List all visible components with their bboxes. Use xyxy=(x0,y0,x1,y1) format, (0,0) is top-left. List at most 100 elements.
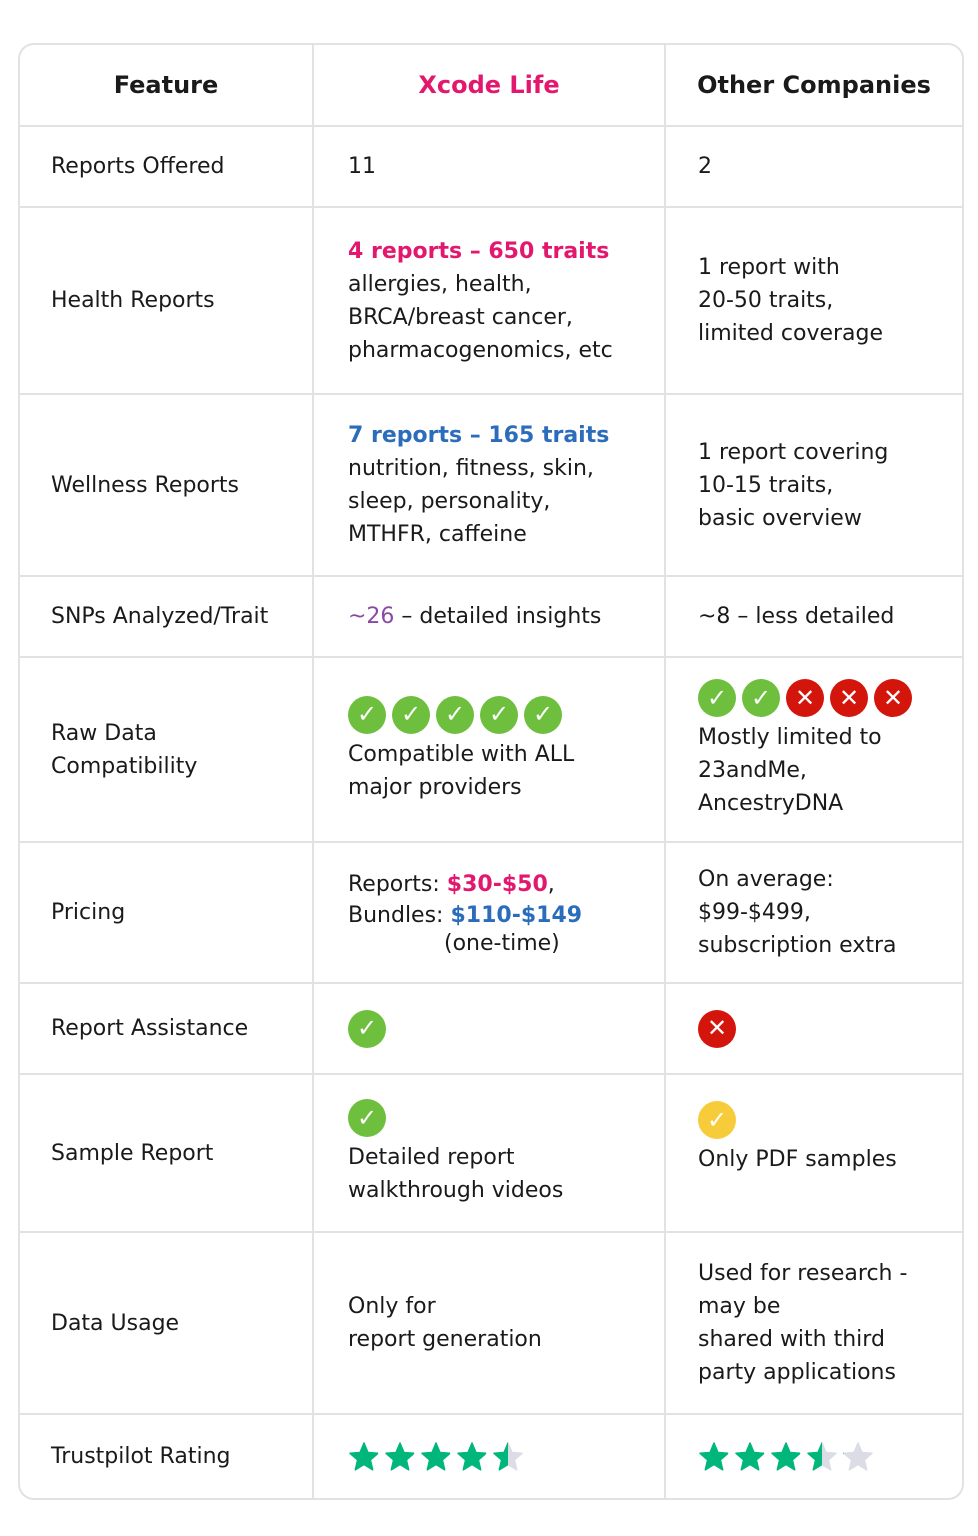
line: 1 report with xyxy=(698,255,840,280)
other-value: ✕ xyxy=(664,984,962,1073)
xcode-value: 11 xyxy=(312,127,664,206)
xcode-value: ~26 – detailed insights xyxy=(312,577,664,656)
partial-check-icon: ✓ xyxy=(698,1101,736,1139)
compat-icons: ✓ ✓ ✓ ✓ ✓ xyxy=(348,695,664,734)
star-icon xyxy=(699,1441,729,1471)
feature-label: Pricing xyxy=(51,900,126,925)
other-value: Used for research - may be shared with t… xyxy=(664,1233,962,1413)
star-icon xyxy=(807,1441,837,1471)
star-icon xyxy=(421,1441,451,1471)
xcode-value: 4 reports – 650 traits allergies, health… xyxy=(312,208,664,393)
header-row: Feature Xcode Life Other Companies xyxy=(20,45,962,125)
feature-label: Raw Data Compatibility xyxy=(20,658,312,841)
line: limited coverage xyxy=(698,321,884,346)
highlight: ~26 xyxy=(348,604,395,629)
line: nutrition, fitness, skin, xyxy=(348,456,594,481)
check-icon: ✓ xyxy=(436,695,474,734)
compat-icons: ✓ ✓ ✕ ✕ ✕ xyxy=(698,679,962,717)
check-icon: ✓ xyxy=(348,695,386,734)
feature-label: Reports Offered xyxy=(51,154,225,179)
xcode-value: ✓ xyxy=(312,984,664,1073)
other-value: 1 report with 20-50 traits, limited cove… xyxy=(664,208,962,393)
other-value: ~8 – less detailed xyxy=(664,577,962,656)
star-rating xyxy=(698,1441,962,1473)
star-icon xyxy=(771,1441,801,1471)
feature-label: Report Assistance xyxy=(51,1016,249,1041)
line: 1 report covering xyxy=(698,439,889,465)
label: Reports: xyxy=(348,872,447,897)
line: Compatible with ALL xyxy=(348,741,575,767)
table-row: Report Assistance ✓ ✕ xyxy=(20,982,962,1073)
star-icon xyxy=(349,1441,379,1471)
xcode-rating xyxy=(312,1415,664,1498)
table-row: Reports Offered 11 2 xyxy=(20,125,962,206)
star-icon xyxy=(493,1441,523,1471)
line: Only PDF samples xyxy=(698,1147,897,1172)
table-row: Health Reports 4 reports – 650 traits al… xyxy=(20,206,962,393)
check-icon: ✓ xyxy=(698,679,736,717)
table-row: Pricing Reports: $30-$50, Bundles: $110-… xyxy=(20,841,962,982)
table-row: Data Usage Only for report generation Us… xyxy=(20,1231,962,1413)
other-value: ✓ ✓ ✕ ✕ ✕ Mostly limited to 23andMe, Ancestr… xyxy=(664,658,962,841)
check-icon: ✓ xyxy=(348,1009,386,1048)
line: Raw Data xyxy=(51,720,157,746)
comma: , xyxy=(547,872,555,897)
line: party applications xyxy=(698,1360,896,1385)
price: $30-$50 xyxy=(446,872,548,897)
other-value: 1 report covering 10-15 traits, basic ov… xyxy=(664,395,962,575)
other-value: 2 xyxy=(664,127,962,206)
feature-label: Sample Report xyxy=(51,1140,214,1166)
line: sleep, personality, xyxy=(348,489,551,514)
header-xcode: Xcode Life xyxy=(312,45,664,125)
highlight: 7 reports – 165 traits xyxy=(348,423,610,448)
xcode-value: ✓ ✓ ✓ ✓ ✓ Compatible with ALL major provider… xyxy=(312,658,664,841)
feature-label: SNPs Analyzed/Trait xyxy=(51,604,269,629)
check-icon: ✓ xyxy=(524,695,562,734)
line: On average: xyxy=(698,867,834,892)
table-row: Sample Report ✓ Detailed report walkthro… xyxy=(20,1073,962,1231)
xcode-value: 7 reports – 165 traits nutrition, fitnes… xyxy=(312,395,664,575)
line: 20-50 traits, xyxy=(698,288,834,313)
feature-label: Trustpilot Rating xyxy=(51,1444,231,1469)
highlight: 4 reports – 650 traits xyxy=(348,238,610,264)
label: Bundles: xyxy=(348,903,451,928)
text: – detailed insights xyxy=(394,604,602,629)
check-icon: ✓ xyxy=(392,695,430,734)
star-rating xyxy=(348,1441,664,1473)
line: allergies, health, xyxy=(348,271,532,297)
line: Mostly limited to xyxy=(698,725,882,750)
header-feature: Feature xyxy=(113,70,219,99)
line: report generation xyxy=(348,1327,542,1352)
line: Only for xyxy=(348,1294,436,1319)
table-row: SNPs Analyzed/Trait ~26 – detailed insig… xyxy=(20,575,962,656)
star-icon xyxy=(385,1441,415,1471)
cross-icon: ✕ xyxy=(874,679,912,717)
line: pharmacogenomics, etc xyxy=(348,337,613,363)
xcode-value: Reports: $30-$50, Bundles: $110-$149 (on… xyxy=(312,843,664,982)
line: walkthrough videos xyxy=(348,1178,564,1203)
other-value: On average: $99-$499, subscription extra xyxy=(664,843,962,982)
line: $99-$499, xyxy=(698,900,811,925)
price-note: (one-time) xyxy=(444,931,560,956)
line: subscription extra xyxy=(698,933,897,958)
table-row: Raw Data Compatibility ✓ ✓ ✓ ✓ ✓ Compatible … xyxy=(20,656,962,841)
check-icon: ✓ xyxy=(480,695,518,734)
line: MTHFR, caffeine xyxy=(348,522,527,547)
feature-label: Data Usage xyxy=(51,1310,180,1336)
header-other: Other Companies xyxy=(664,45,962,125)
star-icon xyxy=(843,1441,873,1471)
line: Used for research - xyxy=(698,1261,908,1286)
line: BRCA/breast cancer, xyxy=(348,304,573,330)
table-row: Wellness Reports 7 reports – 165 traits … xyxy=(20,393,962,575)
feature-label: Wellness Reports xyxy=(51,472,240,498)
line: shared with third xyxy=(698,1327,885,1352)
comparison-table: Feature Xcode Life Other Companies Repor… xyxy=(18,43,964,1500)
check-icon: ✓ xyxy=(742,679,780,717)
cross-icon: ✕ xyxy=(698,1009,736,1048)
xcode-value: ✓ Detailed report walkthrough videos xyxy=(312,1075,664,1231)
line: basic overview xyxy=(698,505,862,531)
line: 10-15 traits, xyxy=(698,472,834,498)
reports-price: Reports: $30-$50, xyxy=(348,868,664,901)
feature-label: Health Reports xyxy=(51,288,215,313)
star-icon xyxy=(735,1441,765,1471)
